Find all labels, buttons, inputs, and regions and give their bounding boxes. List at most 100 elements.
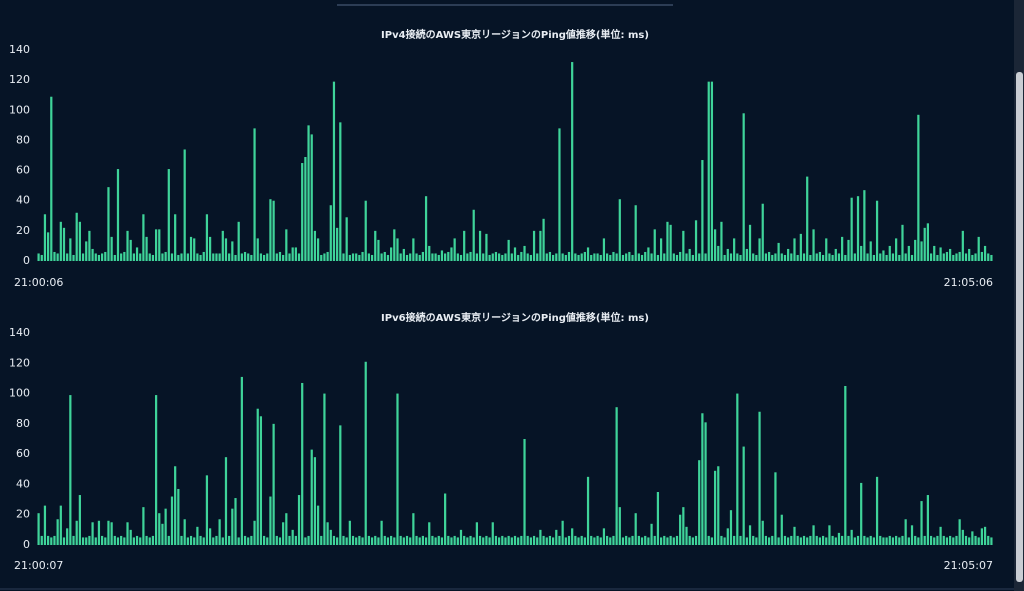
bar: [790, 253, 793, 261]
bar: [367, 535, 371, 545]
bar: [628, 537, 631, 545]
bar: [202, 537, 205, 545]
bar: [666, 221, 669, 261]
bar: [974, 253, 977, 261]
bar: [380, 520, 383, 545]
bar: [110, 522, 113, 545]
bar: [834, 248, 837, 261]
bar: [297, 253, 301, 261]
bar: [208, 528, 212, 545]
bar: [907, 537, 910, 545]
bar: [844, 386, 847, 545]
bar: [491, 522, 494, 545]
bar: [237, 537, 240, 545]
bar: [577, 254, 580, 261]
bar: [294, 247, 297, 261]
bar: [221, 230, 224, 261]
bar: [189, 535, 193, 545]
bar: [599, 254, 602, 261]
bar: [234, 498, 237, 545]
bar: [450, 537, 453, 545]
bar: [872, 254, 876, 261]
bar: [748, 525, 752, 545]
bar: [424, 196, 428, 261]
bar: [701, 160, 704, 261]
bar: [723, 537, 726, 545]
bar: [81, 253, 85, 261]
bar: [748, 224, 752, 261]
bar: [447, 251, 450, 261]
bar: [123, 251, 126, 261]
bar: [526, 535, 529, 545]
bar: [726, 528, 729, 545]
y-tick-label: 40: [16, 194, 30, 207]
bar: [863, 190, 866, 261]
bar: [110, 236, 113, 261]
bar: [841, 535, 844, 545]
bar: [418, 537, 421, 545]
bar: [440, 250, 444, 261]
bar: [977, 537, 980, 545]
bar: [291, 529, 294, 545]
bar: [342, 253, 345, 261]
bar: [961, 230, 964, 261]
bar: [733, 535, 736, 545]
bar: [659, 238, 663, 261]
bar: [383, 251, 386, 261]
y-tick-label: 20: [16, 508, 30, 521]
bar: [43, 505, 47, 545]
bar: [253, 520, 256, 545]
bar: [583, 251, 586, 261]
bar: [485, 233, 488, 261]
bar: [393, 537, 396, 545]
bar: [431, 535, 434, 545]
bar: [615, 407, 618, 545]
bar: [818, 251, 822, 261]
bar: [831, 254, 834, 261]
bar: [968, 248, 971, 261]
bar: [672, 253, 675, 261]
bar: [853, 537, 856, 545]
bar: [799, 537, 802, 545]
bar: [428, 522, 431, 545]
bar: [774, 472, 777, 545]
bar: [742, 113, 745, 261]
bar: [177, 254, 180, 261]
bar: [456, 537, 459, 545]
bar: [72, 254, 75, 261]
bar: [647, 247, 650, 261]
bar: [100, 253, 104, 261]
bar: [444, 493, 447, 545]
bar: [126, 522, 129, 545]
bar: [69, 238, 72, 261]
scrollbar-thumb[interactable]: [1016, 72, 1023, 582]
bar: [501, 535, 504, 545]
bar: [285, 513, 288, 545]
bar: [158, 513, 161, 545]
bar: [710, 537, 714, 545]
bar: [875, 200, 879, 261]
bar: [380, 253, 383, 261]
bar: [564, 537, 567, 545]
bar: [729, 253, 733, 261]
bar: [650, 253, 653, 261]
bar: [644, 251, 647, 261]
bar: [961, 529, 964, 545]
bar: [142, 507, 145, 545]
bar: [682, 230, 685, 261]
bar: [771, 254, 774, 261]
bar: [796, 254, 799, 261]
bar: [75, 212, 78, 261]
bar: [50, 537, 53, 545]
bar: [504, 253, 507, 261]
bar: [310, 449, 313, 545]
bar: [558, 535, 561, 545]
bar: [396, 393, 399, 545]
bar: [348, 254, 351, 261]
bar: [189, 236, 193, 261]
bar: [917, 537, 920, 545]
bar: [472, 209, 475, 261]
bar: [802, 253, 806, 261]
bar: [942, 253, 945, 261]
